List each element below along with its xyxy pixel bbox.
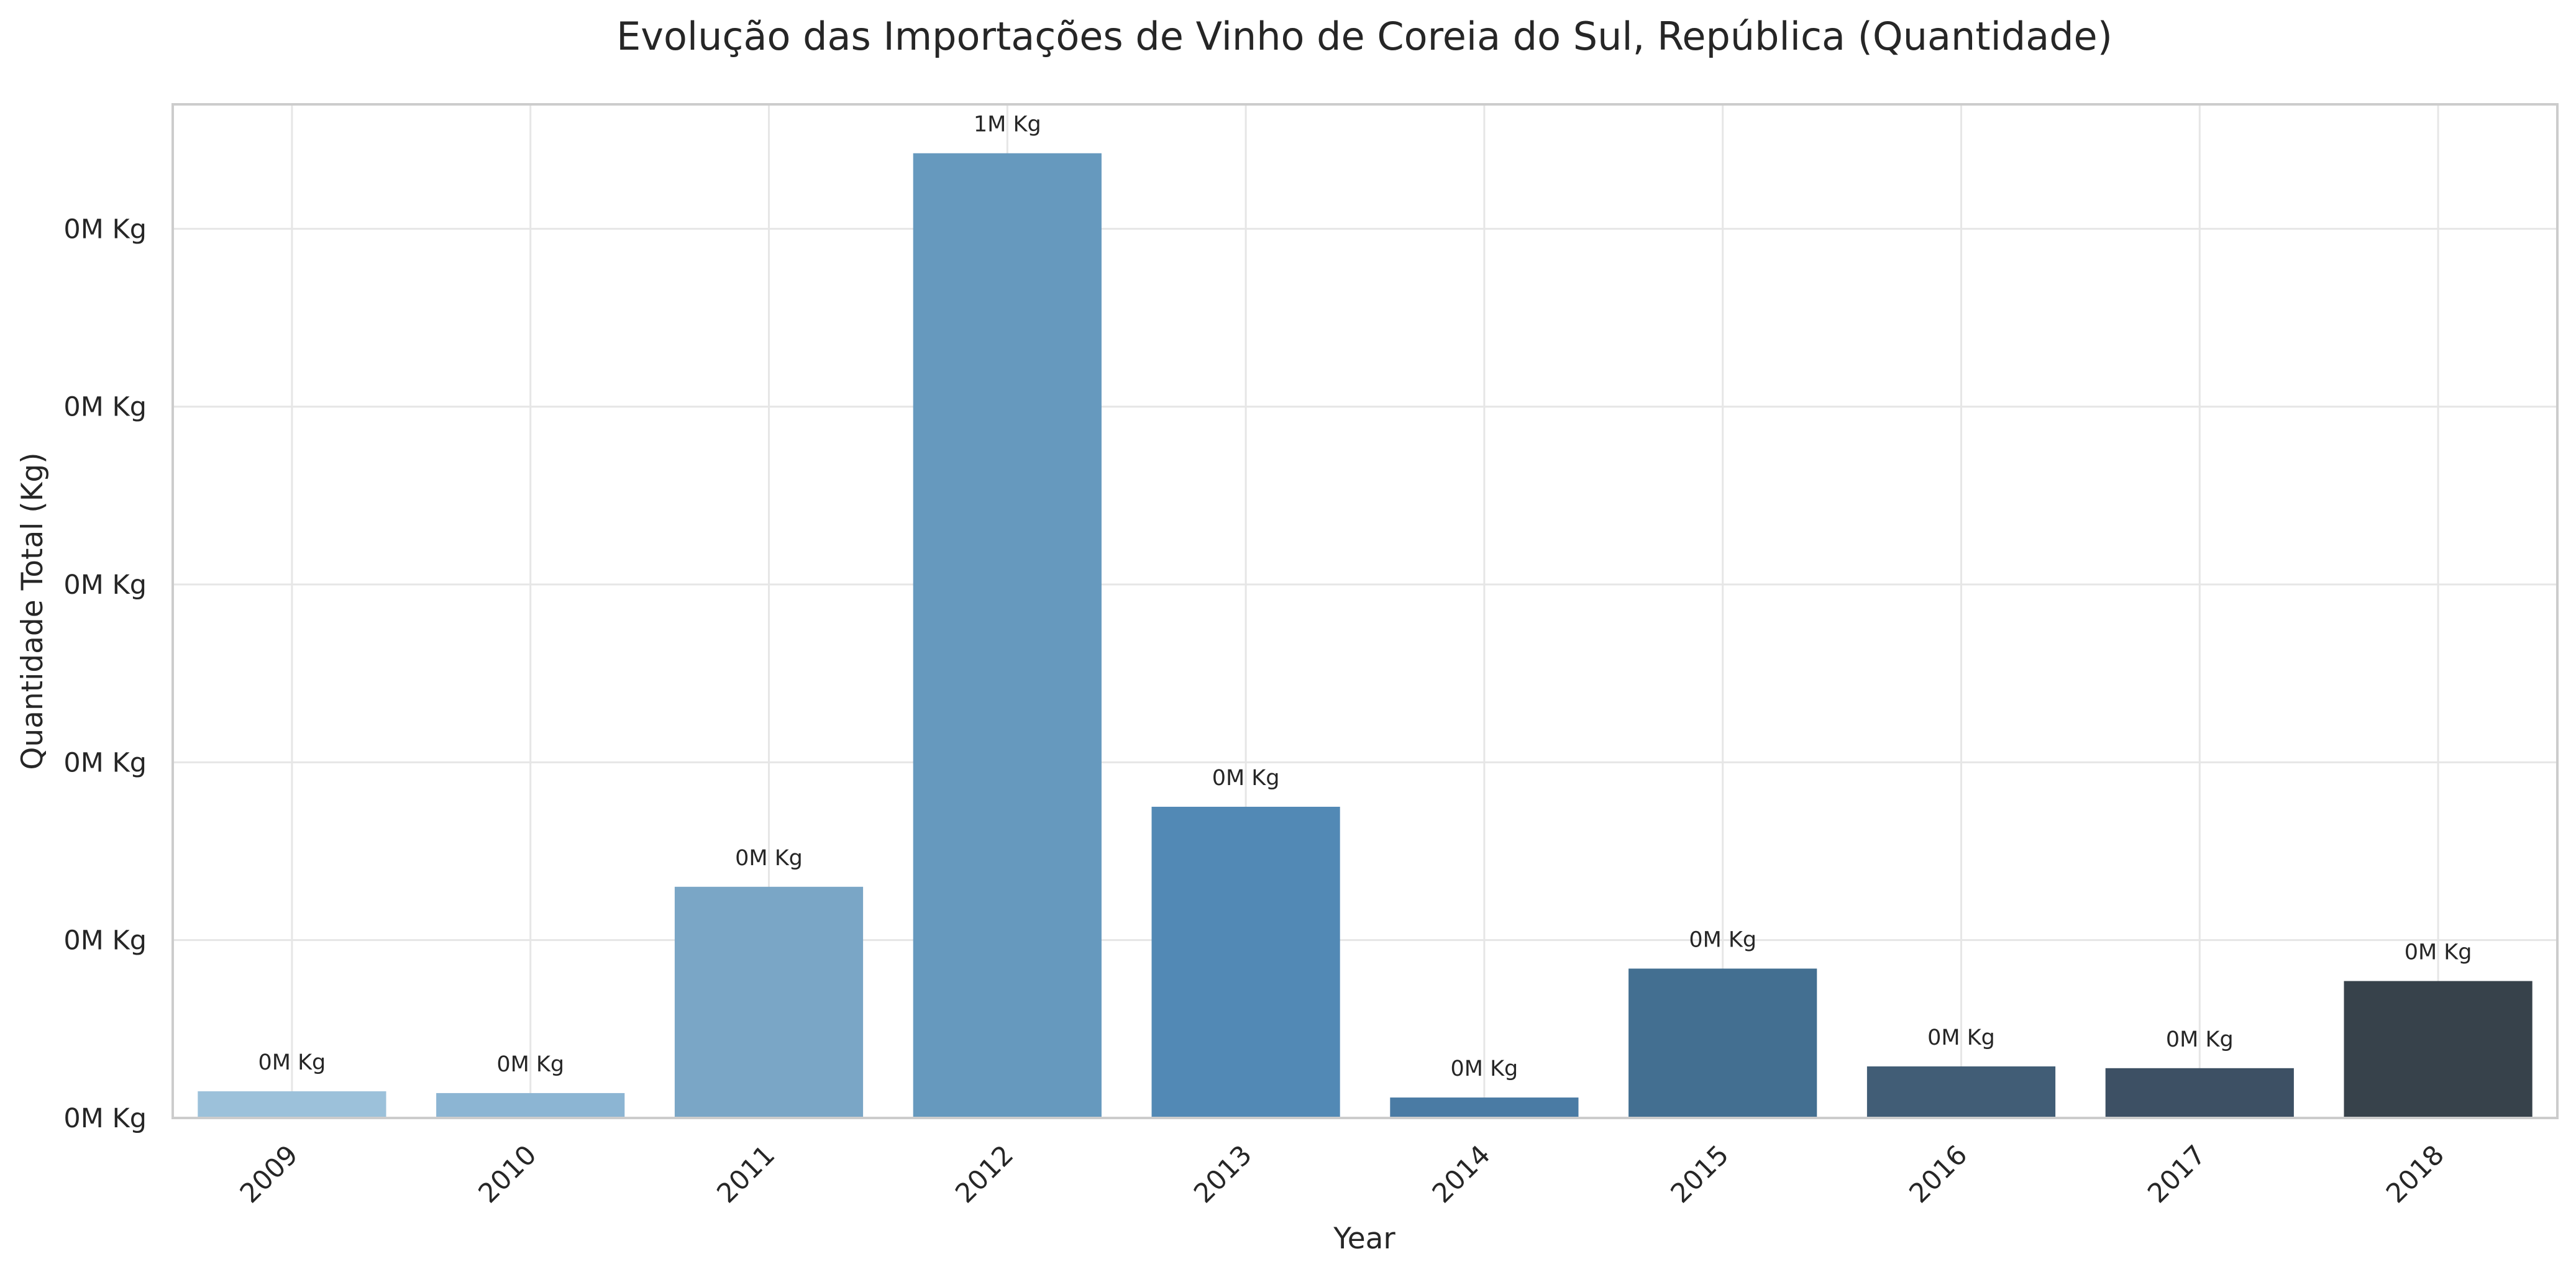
x-tick-label-2012: 2012: [949, 1139, 1020, 1209]
x-tick-label-2011: 2011: [711, 1139, 782, 1209]
x-tick-label-2016: 2016: [1904, 1139, 1974, 1209]
y-axis-label: Quantidade Total (Kg): [16, 452, 50, 770]
x-tick-label-2015: 2015: [1665, 1139, 1735, 1209]
bar-2017: [2105, 1068, 2294, 1118]
data-label-2014: 0M Kg: [1451, 1056, 1519, 1081]
x-axis-label: Year: [1333, 1222, 1395, 1256]
bar-2016: [1866, 1066, 2056, 1118]
data-label-2017: 0M Kg: [2166, 1027, 2234, 1052]
data-label-2010: 0M Kg: [496, 1052, 564, 1077]
bar-layer: [198, 153, 2533, 1119]
y-tick-layer: 0M Kg 0M Kg 0M Kg 0M Kg 0M Kg 0M Kg: [63, 214, 147, 1134]
data-label-2015: 0M Kg: [1689, 927, 1756, 952]
x-tick-label-2018: 2018: [2380, 1139, 2450, 1209]
x-tick-label-2013: 2013: [1188, 1139, 1258, 1209]
chart-title: Evolução das Importações de Vinho de Cor…: [616, 14, 2112, 59]
data-label-2018: 0M Kg: [2405, 940, 2472, 965]
data-label-2013: 0M Kg: [1212, 766, 1280, 791]
label-layer: 0M Kg 0M Kg 0M Kg 1M Kg 0M Kg 0M Kg 0M Kg 0M Kg…: [258, 112, 2472, 1081]
bar-2018: [2344, 981, 2533, 1118]
bar-2012: [913, 153, 1102, 1119]
y-tick-label: 0M Kg: [63, 925, 147, 956]
plot-frame: [171, 103, 2559, 1119]
x-tick-label-2010: 2010: [473, 1139, 543, 1209]
bar-2010: [436, 1093, 625, 1118]
y-tick-label: 0M Kg: [63, 392, 147, 423]
data-label-2009: 0M Kg: [258, 1050, 326, 1075]
grid-layer: [173, 104, 2557, 1119]
x-tick-layer: 2009 2010 2011 2012 2013 2014 2015 2016 2017 2018: [234, 1139, 2450, 1209]
bar-2009: [198, 1091, 386, 1118]
data-label-2016: 0M Kg: [1927, 1025, 1995, 1050]
bar-2011: [674, 886, 864, 1118]
data-label-2012: 1M Kg: [974, 112, 1041, 137]
y-tick-label: 0M Kg: [63, 747, 147, 778]
x-tick-label-2009: 2009: [234, 1139, 304, 1209]
x-tick-label-2017: 2017: [2142, 1139, 2212, 1209]
bar-2015: [1628, 968, 1817, 1118]
y-tick-label: 0M Kg: [63, 214, 147, 245]
x-tick-label-2014: 2014: [1427, 1139, 1497, 1209]
y-tick-label: 0M Kg: [63, 1103, 147, 1134]
bar-2013: [1151, 806, 1340, 1118]
data-label-2011: 0M Kg: [735, 846, 803, 871]
bar-2014: [1390, 1097, 1579, 1118]
y-tick-label: 0M Kg: [63, 570, 147, 601]
